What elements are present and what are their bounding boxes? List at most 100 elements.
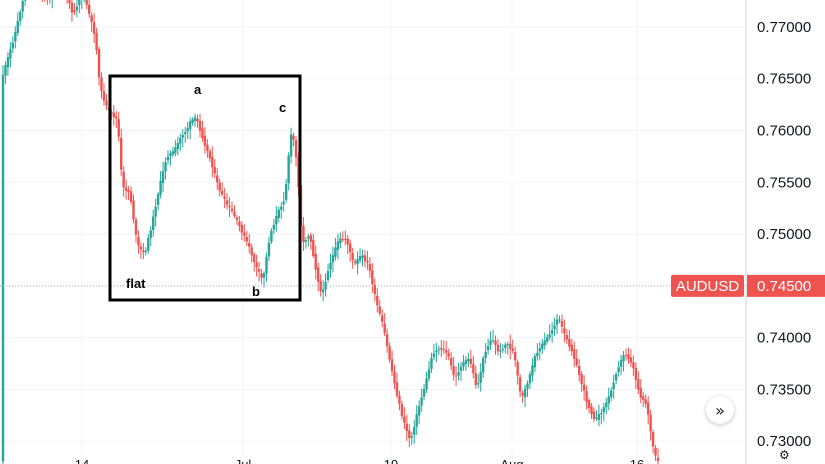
candle: [499, 343, 502, 358]
candle-body: [617, 367, 620, 372]
candle: [102, 83, 106, 106]
candle-body: [248, 242, 251, 247]
candle: [169, 150, 172, 166]
candle-body: [220, 190, 224, 195]
candle-body: [541, 343, 544, 349]
candle-body: [378, 306, 381, 314]
candle: [225, 193, 229, 210]
candle-body: [252, 254, 256, 263]
candle: [509, 334, 512, 360]
candle-body: [565, 334, 569, 340]
candle-body: [528, 374, 532, 383]
candle: [491, 329, 495, 344]
candle: [415, 405, 418, 436]
candle: [632, 355, 635, 376]
candle: [358, 248, 362, 264]
candle: [573, 341, 576, 368]
candle-body: [637, 379, 640, 390]
candle-body: [381, 315, 384, 322]
price-tick-label: 0.73000: [757, 433, 811, 450]
candle-body: [115, 116, 118, 119]
candle: [410, 431, 413, 446]
candle: [208, 148, 212, 162]
candle-body: [312, 239, 315, 256]
candle-body: [437, 349, 441, 351]
candle-body: [201, 128, 204, 139]
candle-body: [154, 206, 157, 217]
candle-body: [582, 384, 586, 391]
candle-body: [179, 138, 182, 144]
scroll-to-realtime-button[interactable]: »: [706, 396, 734, 424]
candle-body: [390, 359, 394, 372]
candle: [637, 371, 640, 395]
candle: [156, 191, 160, 211]
candle: [260, 269, 263, 284]
candle-body: [1, 74, 5, 462]
candle: [220, 182, 224, 197]
candle: [265, 252, 268, 282]
wave-b-label: b: [252, 284, 260, 299]
candle-body: [262, 273, 266, 278]
time-tick-label: Jul: [235, 457, 252, 464]
candle: [81, 0, 83, 10]
candle-body: [602, 407, 606, 413]
candle-body: [555, 319, 559, 325]
candle: [14, 26, 17, 49]
candle: [550, 322, 554, 343]
candle-body: [284, 184, 288, 200]
current-price-tag-label: 0.74500: [757, 278, 811, 295]
candle-body: [644, 399, 647, 404]
candle-body: [302, 225, 305, 243]
candle: [203, 127, 207, 154]
candle: [371, 263, 374, 293]
candle-body: [152, 216, 155, 230]
candle: [518, 374, 522, 397]
candle-body: [573, 349, 576, 359]
candle: [353, 258, 357, 266]
candle: [267, 236, 271, 262]
candle: [459, 362, 463, 381]
candle-body: [75, 6, 79, 11]
candle: [403, 407, 406, 430]
candle-body: [307, 236, 310, 239]
candle-body: [590, 406, 593, 414]
candle: [223, 188, 226, 209]
price-tick-label: 0.75500: [757, 174, 811, 191]
candle-body: [592, 411, 596, 420]
candle: [341, 231, 345, 243]
candle: [422, 383, 426, 400]
candle: [548, 324, 551, 341]
candle: [216, 167, 219, 190]
candle: [479, 363, 482, 392]
candle: [624, 348, 628, 361]
candle-body: [272, 224, 276, 230]
price-tick-label: 0.77000: [757, 19, 811, 36]
candle-body: [494, 340, 497, 345]
price-tick-label: 0.74000: [757, 330, 811, 347]
candle: [312, 233, 315, 259]
candle-body: [142, 250, 145, 253]
candle-body: [432, 353, 436, 358]
candle-body: [70, 2, 74, 13]
candle: [646, 395, 650, 425]
axis-settings-icon[interactable]: ⚙: [779, 448, 790, 462]
symbol-tag-label: AUDUSD: [676, 278, 740, 295]
candle: [526, 380, 529, 397]
candle-body: [422, 389, 426, 397]
candle: [568, 329, 571, 352]
candle-body: [353, 261, 357, 263]
time-tick-label: 14: [75, 457, 89, 464]
candle: [388, 342, 391, 363]
candle: [555, 313, 559, 335]
candle-body: [174, 147, 177, 154]
price-tick-label: 0.73500: [757, 381, 811, 398]
candle-body: [526, 383, 529, 389]
candle: [51, 0, 53, 9]
candle: [164, 157, 167, 180]
candle-body: [651, 432, 655, 447]
candle-body: [610, 390, 613, 398]
candle: [590, 403, 593, 419]
candle: [211, 146, 214, 178]
candle-body: [393, 371, 396, 384]
